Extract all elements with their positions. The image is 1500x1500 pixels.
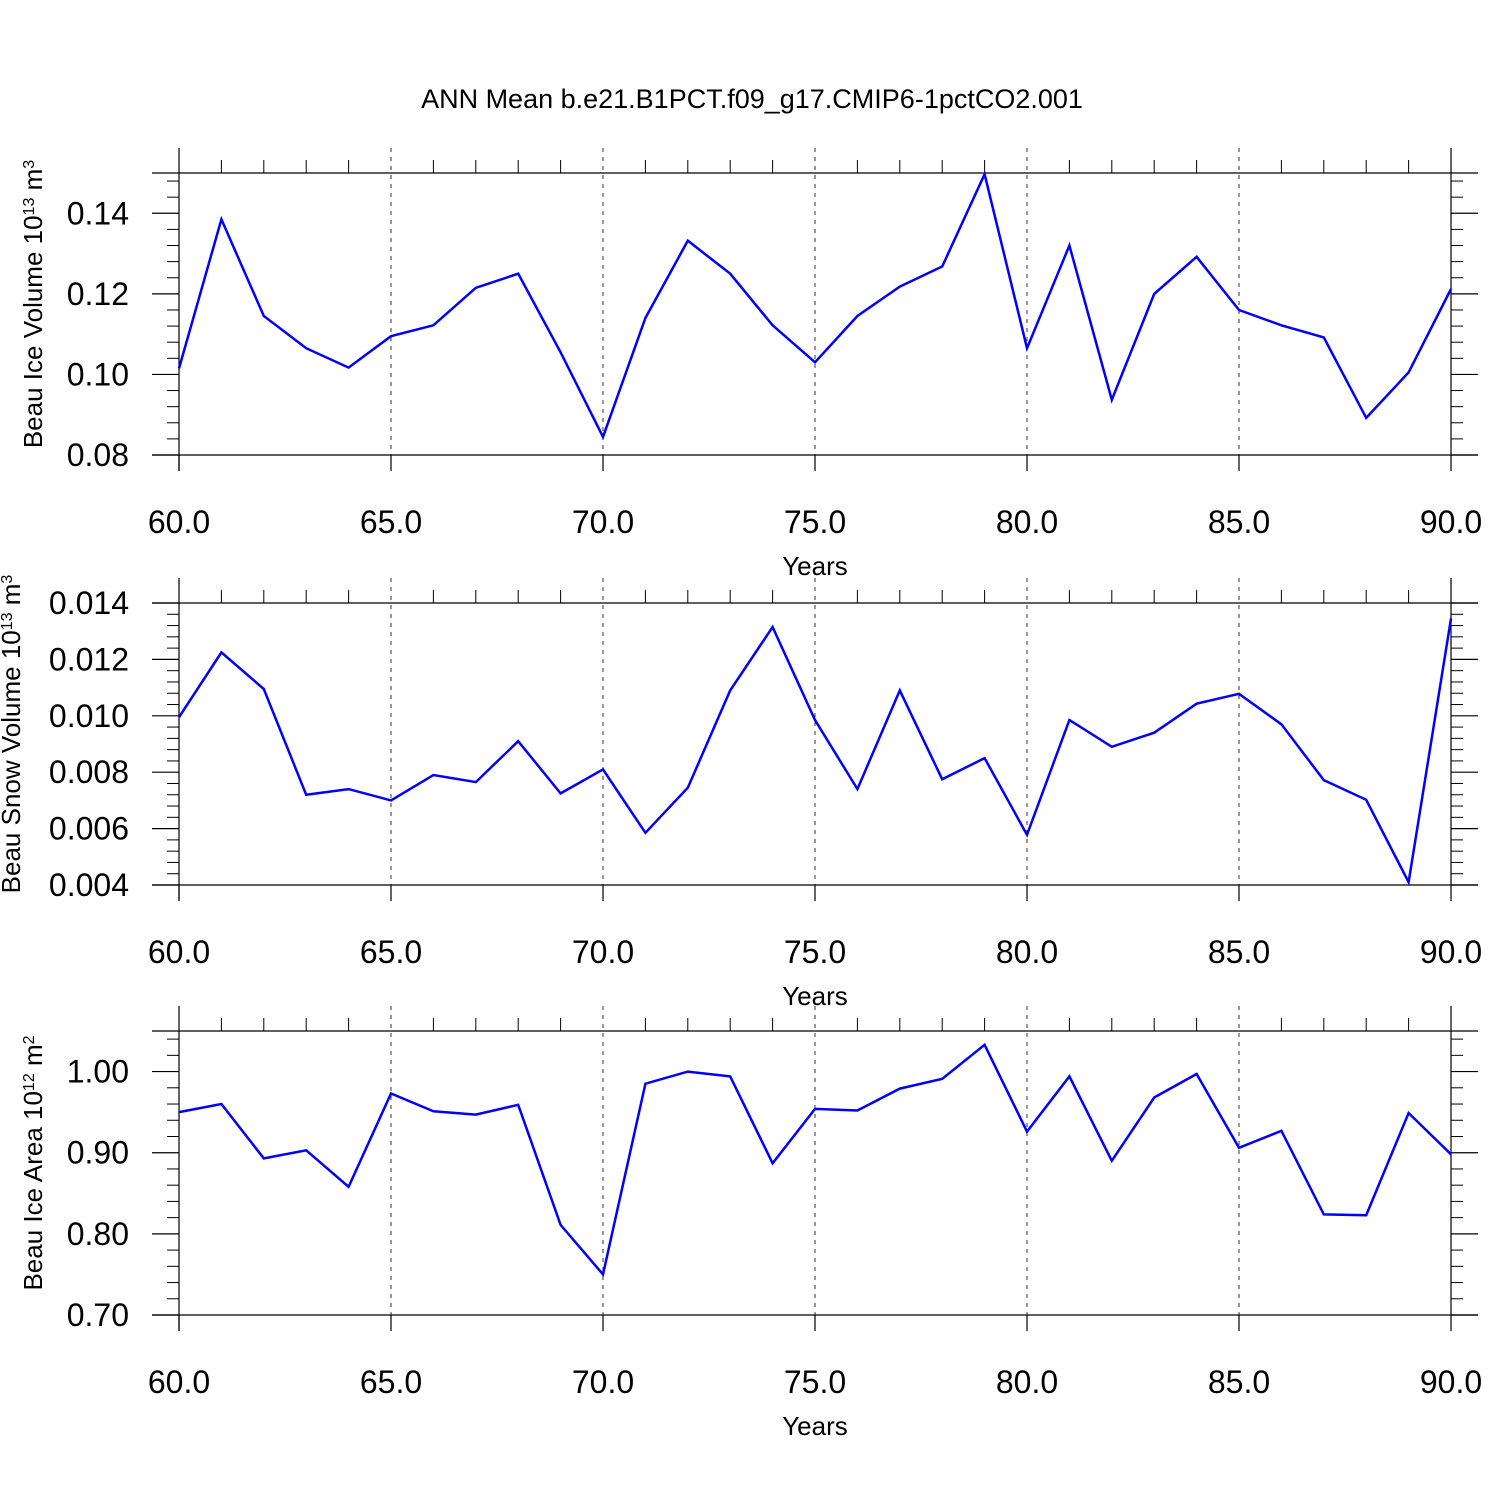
figure-title: ANN Mean b.e21.B1PCT.f09_g17.CMIP6-1pctC… <box>421 84 1083 114</box>
ice-volume-x-tick-label: 80.0 <box>996 504 1058 540</box>
snow-volume-y-tick-label: 0.014 <box>49 585 129 621</box>
ylabel-ice-area: Beau Ice Area 1012 m2 <box>18 1035 48 1290</box>
panel-ice-volume: Beau Ice Volume 1013 m3 Years 60.0 65.0 70… <box>18 148 1482 581</box>
snow-volume-y-tick-label: 0.004 <box>49 867 129 903</box>
ice-volume-x-tick-label: 75.0 <box>784 504 846 540</box>
ylabel-snow-volume: Beau Snow Volume 1013 m3 <box>0 575 26 894</box>
snow-volume-x-tick-label: 60.0 <box>148 934 210 970</box>
ice-volume-y-tick-label: 0.10 <box>67 356 129 392</box>
ice-volume-x-tick-label: 60.0 <box>148 504 210 540</box>
ice-area-x-tick-label: 85.0 <box>1208 1364 1270 1400</box>
ice-volume-x-tick-label: 65.0 <box>360 504 422 540</box>
snow-volume-y-tick-label: 0.012 <box>49 641 129 677</box>
ice-area-x-tick-label: 60.0 <box>148 1364 210 1400</box>
ice-area-x-tick-label: 75.0 <box>784 1364 846 1400</box>
snow-volume-x-tick-label: 80.0 <box>996 934 1058 970</box>
panel-ice-area: Beau Ice Area 1012 m2 Years 60.0 65.0 70.0… <box>18 1006 1482 1441</box>
ice-area-x-tick-label: 70.0 <box>572 1364 634 1400</box>
ice-area-series-line <box>178 1042 1452 1278</box>
snow-volume-x-tick-label: 90.0 <box>1420 934 1482 970</box>
xlabel-ice-area: Years <box>782 1411 848 1441</box>
snow-volume-y-tick-label: 0.008 <box>49 754 129 790</box>
snow-volume-x-tick-label: 85.0 <box>1208 934 1270 970</box>
snow-volume-series-line <box>177 618 1453 887</box>
snow-volume-x-tick-label: 75.0 <box>784 934 846 970</box>
ice-area-y-tick-label: 0.90 <box>67 1135 129 1171</box>
ice-volume-series-line <box>177 170 1453 441</box>
ice-area-y-tick-label: 0.80 <box>67 1216 129 1252</box>
snow-volume-y-tick-label: 0.010 <box>49 698 129 734</box>
ice-area-y-tick-label: 1.00 <box>67 1054 129 1090</box>
ice-volume-y-tick-label: 0.08 <box>67 437 129 473</box>
ice-volume-x-tick-label: 70.0 <box>572 504 634 540</box>
snow-volume-x-tick-label: 70.0 <box>572 934 634 970</box>
ice-volume-y-tick-label: 0.14 <box>67 195 129 231</box>
ice-area-x-tick-label: 80.0 <box>996 1364 1058 1400</box>
snow-volume-y-tick-label: 0.006 <box>49 811 129 847</box>
panel-snow-volume: Beau Snow Volume 1013 m3 Years 60.065.07… <box>0 575 1482 1011</box>
ice-area-x-tick-label: 65.0 <box>360 1364 422 1400</box>
ice-volume-y-tick-label: 0.12 <box>67 276 129 312</box>
ice-volume-x-tick-label: 90.0 <box>1420 504 1482 540</box>
ylabel-ice-volume: Beau Ice Volume 1013 m3 <box>18 160 48 448</box>
snow-volume-x-tick-label: 65.0 <box>360 934 422 970</box>
ice-area-x-tick-label: 90.0 <box>1420 1364 1482 1400</box>
xlabel-ice-volume: Years <box>782 551 848 581</box>
ice-volume-x-tick-label: 85.0 <box>1208 504 1270 540</box>
ice-area-y-tick-label: 0.70 <box>67 1297 129 1333</box>
